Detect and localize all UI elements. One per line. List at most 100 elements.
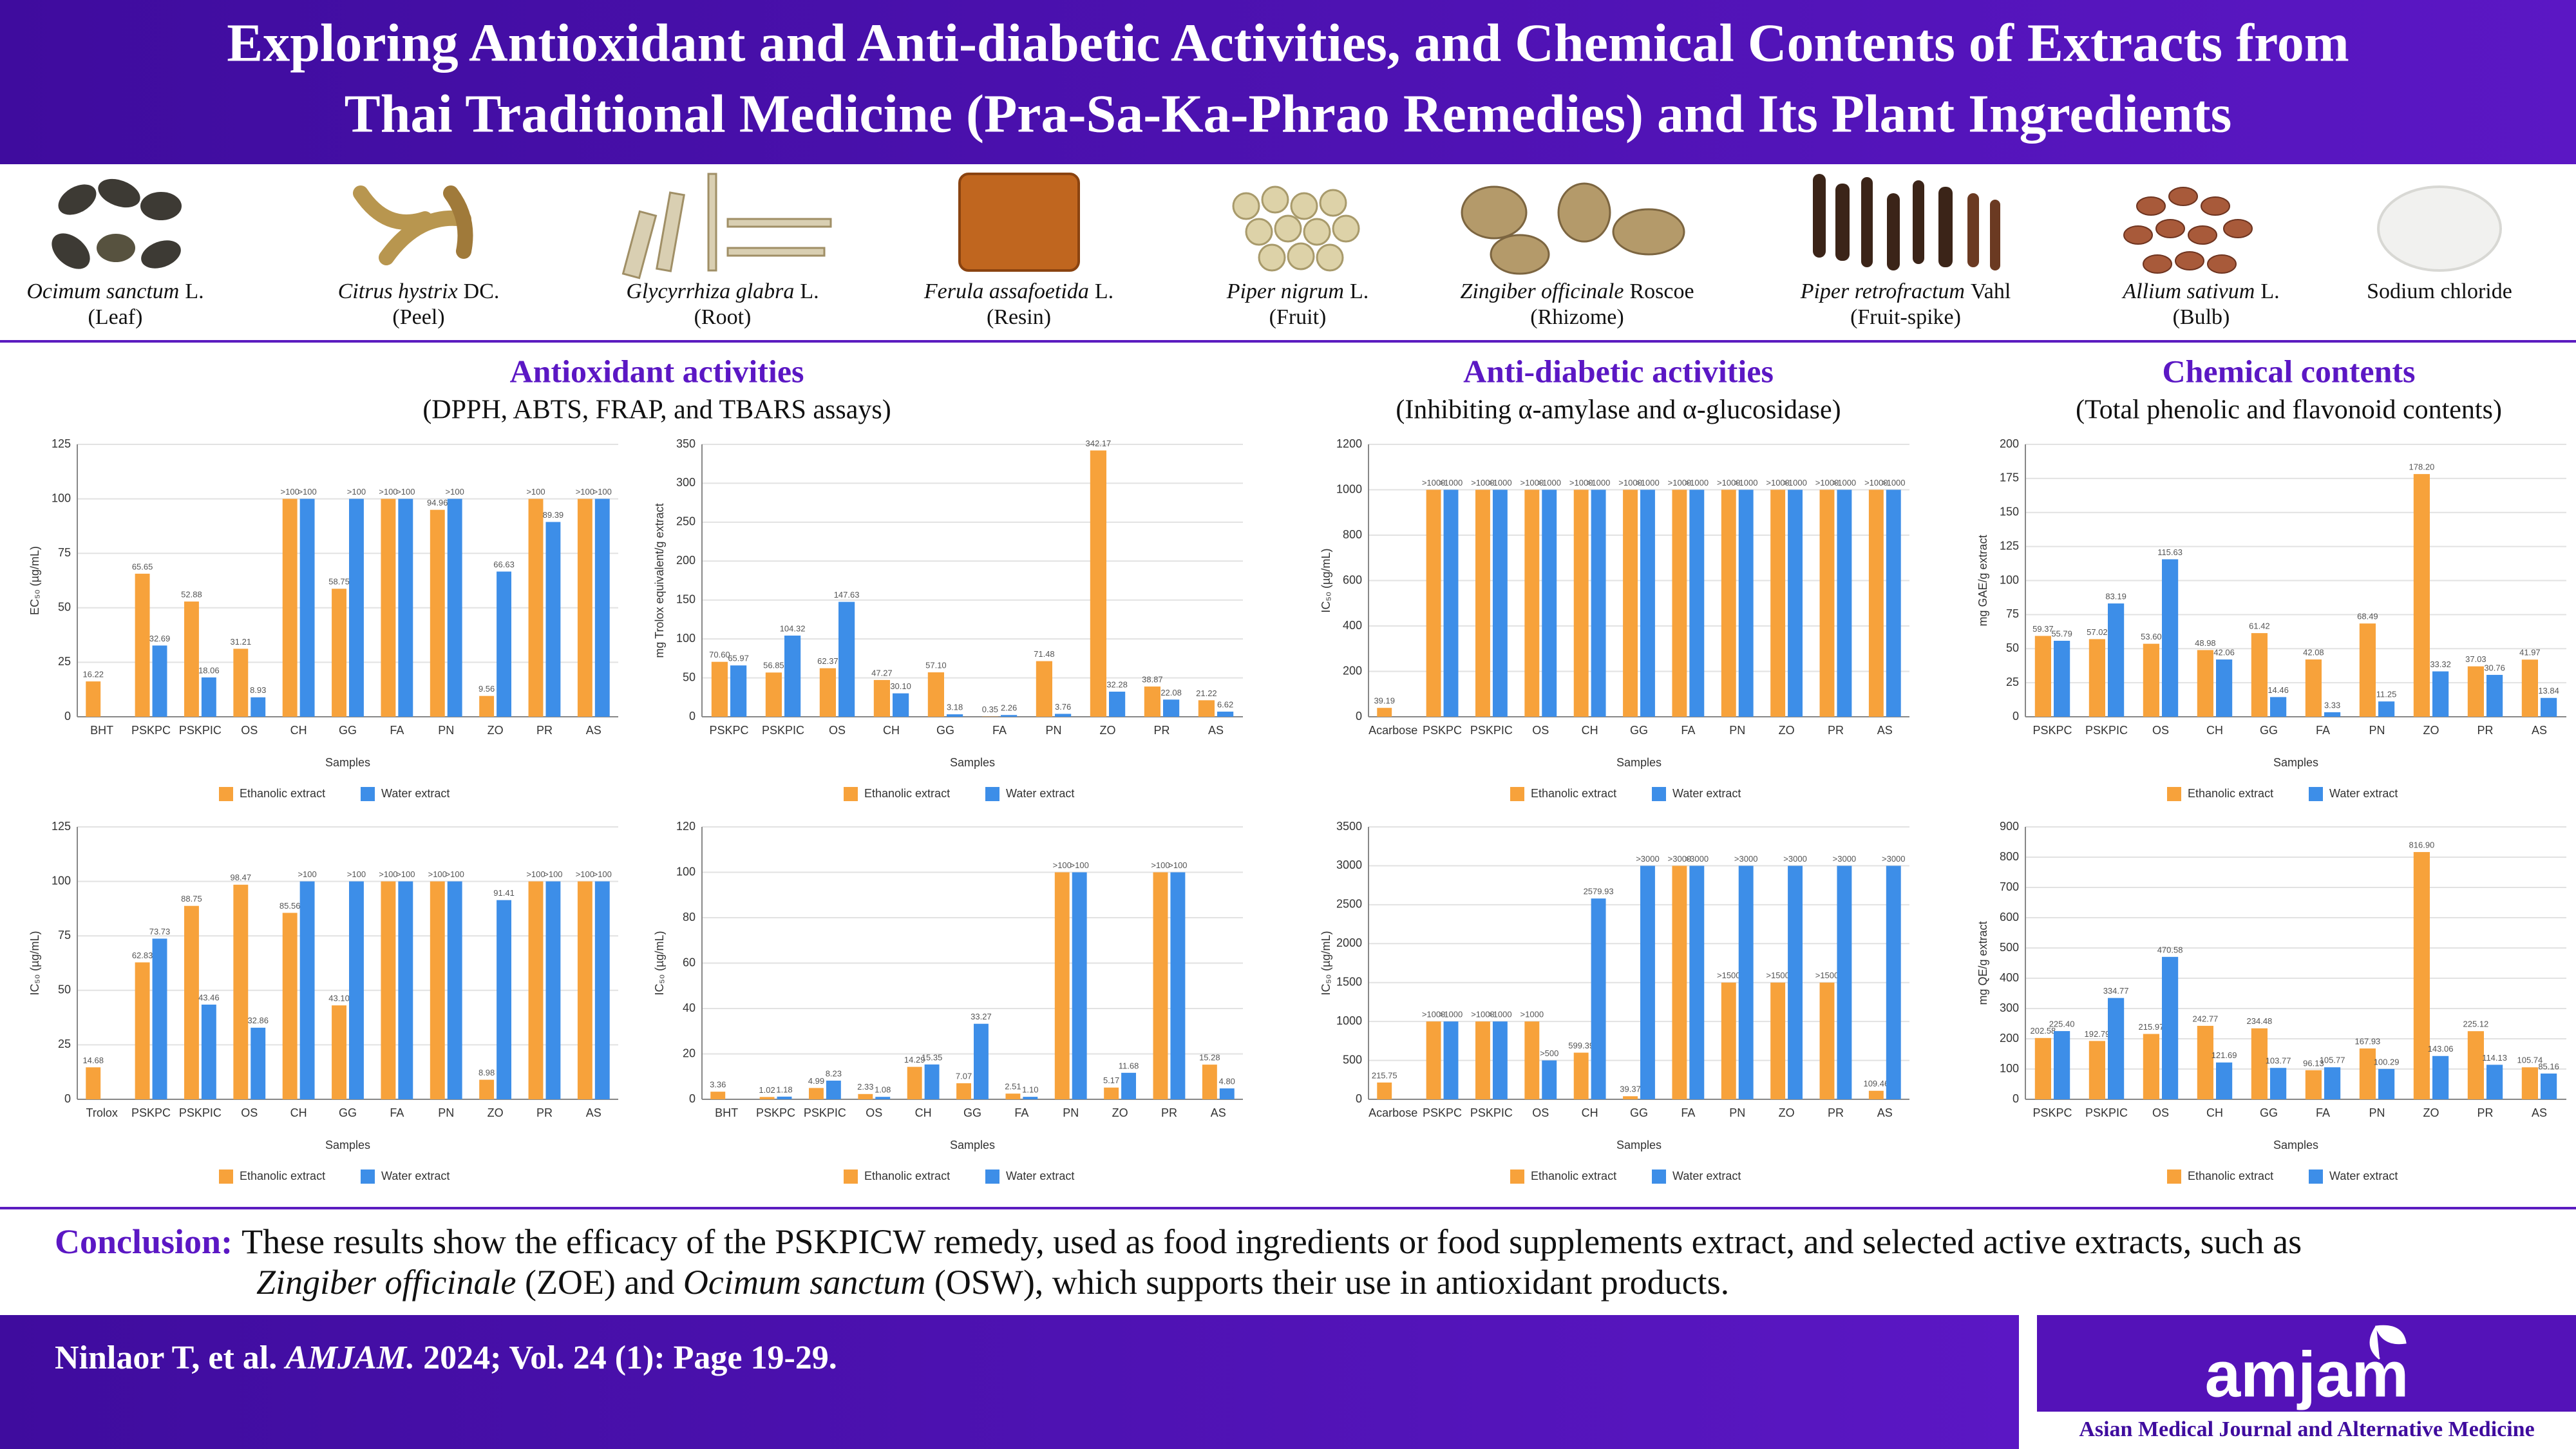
y-tick-label: 3000 <box>1336 858 1362 871</box>
x-tick-label: BHT <box>90 724 113 737</box>
legend-swatch <box>361 787 375 801</box>
bar <box>381 498 396 717</box>
legend-label: Water extract <box>1006 787 1074 800</box>
value-label: >100 <box>446 869 464 879</box>
y-tick-label: 125 <box>2000 539 2019 552</box>
y-tick-label: 900 <box>2000 820 2019 833</box>
bar <box>2251 633 2268 717</box>
y-tick-label: 150 <box>2000 506 2019 518</box>
bar <box>135 573 150 717</box>
value-label: >1000 <box>1618 478 1642 488</box>
bar <box>2108 998 2125 1099</box>
x-axis-label: Samples <box>1616 756 1662 769</box>
bar <box>2088 1041 2105 1099</box>
value-label: >3000 <box>1668 854 1692 864</box>
x-tick-label: CH <box>2206 724 2223 737</box>
bar <box>577 881 592 1099</box>
x-tick-label: GG <box>1630 724 1648 737</box>
x-tick-label: ZO <box>1100 724 1116 737</box>
value-label: 7.07 <box>956 1072 972 1081</box>
x-tick-label: PSKPC <box>1423 724 1462 737</box>
bar <box>1640 866 1655 1099</box>
plant-part: (Bulb) <box>2173 305 2230 329</box>
y-tick-label: 60 <box>683 956 696 969</box>
plant-images <box>52 173 2502 279</box>
bar <box>594 881 610 1099</box>
clove <box>2188 225 2217 245</box>
value-label: >1000 <box>1520 1010 1544 1019</box>
plant-part: (Fruit-spike) <box>1850 305 1961 329</box>
y-tick-label: 1000 <box>1336 1014 1362 1027</box>
bar <box>1788 866 1803 1099</box>
value-label: 42.08 <box>2303 647 2324 657</box>
bar <box>2359 623 2376 717</box>
bar <box>497 900 511 1099</box>
x-tick-label: PSKPIC <box>804 1106 846 1119</box>
y-axis-label: IC₅₀ (µg/mL) <box>28 931 41 995</box>
latin-name: Ferula assafoetida <box>923 279 1089 303</box>
x-tick-label: PN <box>1063 1106 1079 1119</box>
value-label: 8.23 <box>826 1068 842 1078</box>
x-tick-label: CH <box>2206 1106 2223 1119</box>
x-axis-label: Samples <box>950 1139 995 1151</box>
value-label: 21.22 <box>1196 688 1217 698</box>
conclusion-text: Ocimum sanctum <box>683 1263 925 1302</box>
value-label: 48.98 <box>2195 638 2216 648</box>
plant-captions: Ocimum sanctum L.(Leaf)Citrus hystrix DC.(… <box>26 279 2512 329</box>
pepper <box>1303 218 1331 246</box>
value-label: >1000 <box>1766 478 1790 488</box>
bar <box>1819 489 1835 717</box>
bar <box>2467 666 2484 717</box>
citation: Ninlaor T, et al. AMJAM. 2024; Vol. 24 (… <box>55 1340 837 1376</box>
legend-swatch <box>844 787 858 801</box>
bar <box>858 1094 873 1099</box>
clove <box>2175 251 2204 270</box>
bar <box>1886 866 1901 1099</box>
value-label: 37.03 <box>2465 654 2486 664</box>
bar <box>2162 559 2179 717</box>
bar <box>1001 715 1018 717</box>
latin-name: Glycyrrhiza glabra <box>626 279 794 303</box>
y-tick-label: 800 <box>1343 528 1362 541</box>
bar <box>1475 1021 1490 1099</box>
value-label: 9.56 <box>478 684 495 694</box>
value-label: 18.06 <box>198 665 220 675</box>
y-tick-label: 100 <box>2000 1062 2019 1075</box>
value-label: >1000 <box>1587 478 1611 488</box>
value-label: 85.16 <box>2538 1061 2559 1071</box>
x-axis-label: Samples <box>325 1139 370 1151</box>
y-tick-label: 1200 <box>1336 437 1362 450</box>
value-label: 105.77 <box>2320 1056 2345 1065</box>
bar <box>152 645 167 717</box>
spike <box>1938 187 1953 267</box>
x-tick-label: FA <box>390 1106 404 1119</box>
value-label: 11.25 <box>2376 690 2397 699</box>
x-tick-label: ZO <box>2423 724 2439 737</box>
y-tick-label: 25 <box>58 1037 71 1050</box>
y-tick-label: 300 <box>2000 1001 2019 1014</box>
value-label: 98.47 <box>231 873 252 882</box>
bar <box>2108 603 2125 717</box>
bar <box>1542 1060 1557 1099</box>
value-label: 15.28 <box>1199 1053 1220 1063</box>
value-label: 3.76 <box>1055 702 1071 712</box>
y-tick-label: 200 <box>2000 1032 2019 1045</box>
value-label: >1500 <box>1766 971 1790 980</box>
bar <box>1623 489 1638 717</box>
bar <box>332 589 346 717</box>
bar <box>2432 1056 2449 1099</box>
value-label: 2.26 <box>1001 703 1017 713</box>
bar <box>875 1097 891 1099</box>
bar <box>430 881 445 1099</box>
title-line: Thai Traditional Medicine (Pra-Sa-Ka-Phr… <box>345 84 2232 144</box>
legend-swatch <box>361 1170 375 1184</box>
y-tick-label: 1500 <box>1336 975 1362 988</box>
x-tick-label: PSKPIC <box>1470 724 1513 737</box>
x-tick-label: CH <box>1582 724 1598 737</box>
pepper <box>1261 185 1289 214</box>
leaf-image <box>52 178 182 269</box>
y-tick-label: 100 <box>676 632 696 645</box>
value-label: 14.46 <box>2268 685 2289 695</box>
bar <box>1217 711 1234 717</box>
value-label: >1000 <box>1520 478 1544 488</box>
